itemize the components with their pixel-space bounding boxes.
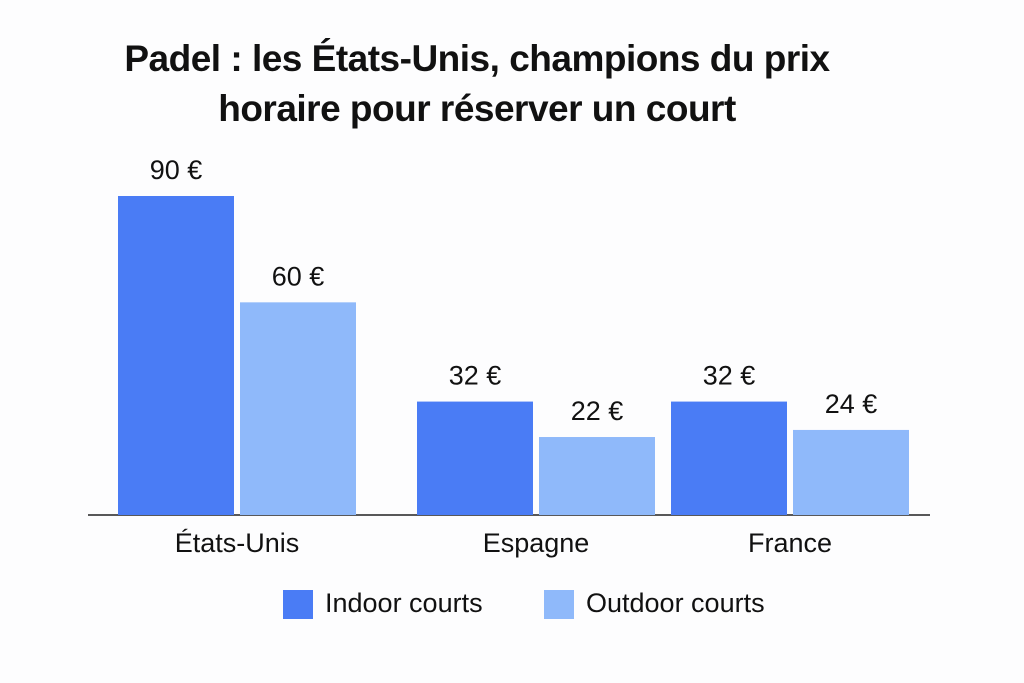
value-label: 24 €	[825, 389, 878, 419]
bar	[793, 429, 909, 515]
x-tick-label: Espagne	[483, 528, 590, 558]
x-tick-label: France	[748, 528, 832, 558]
legend-label: Outdoor courts	[586, 588, 765, 618]
bar	[240, 302, 356, 515]
bar	[671, 401, 787, 515]
legend-label: Indoor courts	[325, 588, 483, 618]
bar	[118, 196, 234, 515]
chart-title: Padel : les États-Unis, champions du pri…	[124, 38, 830, 129]
value-label: 22 €	[571, 396, 624, 426]
legend-swatch	[283, 590, 313, 619]
value-label: 90 €	[150, 155, 203, 185]
legend-swatch	[544, 590, 574, 619]
bar	[417, 401, 533, 515]
value-label: 32 €	[703, 361, 756, 391]
bar	[539, 437, 655, 515]
value-label: 32 €	[449, 361, 502, 391]
x-tick-label: États-Unis	[175, 528, 300, 558]
value-label: 60 €	[272, 261, 325, 291]
